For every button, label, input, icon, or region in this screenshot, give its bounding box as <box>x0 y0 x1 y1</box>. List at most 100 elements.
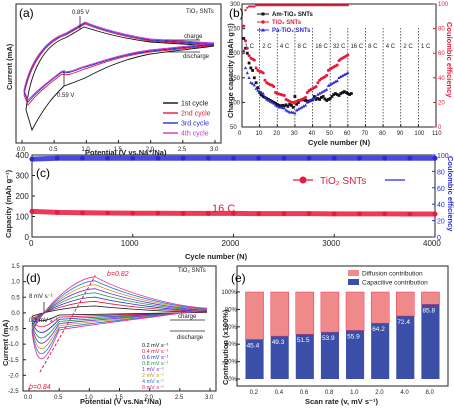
panel-e-bar-diffusion <box>370 291 390 324</box>
panel-b-point <box>244 9 247 12</box>
panel-b-point <box>276 4 279 7</box>
panel-b-point <box>261 91 265 95</box>
panel-c-y2ticks: 0 20 40 60 80 100 <box>432 153 449 242</box>
panel-c-y2tick-label: 60 <box>437 186 445 193</box>
panel-b-point <box>263 78 267 82</box>
panel-c-point <box>306 211 312 217</box>
panel-b-point <box>346 4 349 7</box>
panel-b-point <box>262 4 265 7</box>
panel-c-point <box>407 211 413 217</box>
panel-c-point <box>130 155 136 161</box>
panel-b-point <box>243 66 248 70</box>
panel-d-curve-7 <box>31 280 208 355</box>
panel-e-xtick-label: 0.2 <box>250 390 259 396</box>
panel-b-point <box>337 94 341 97</box>
panel-b-point <box>263 95 267 99</box>
panel-d-curves <box>31 275 208 373</box>
panel-a-curve-3 <box>23 22 215 103</box>
panel-b-point <box>245 71 249 75</box>
panel-b-point <box>273 103 278 107</box>
panel-c-point <box>331 211 337 217</box>
panel-b-point <box>329 4 332 7</box>
panel-e: (e) Contribution (x100%) Scan rate (v, m… <box>221 265 449 406</box>
panel-b-y2tick-label: 0 <box>438 125 442 131</box>
panel-b-point <box>277 103 281 107</box>
panel-b-point <box>318 4 321 7</box>
panel-b-point <box>323 88 327 92</box>
panel-b-ytick-label: 150 <box>230 76 241 82</box>
panel-c-point <box>231 211 236 216</box>
panel-c-point <box>256 155 262 161</box>
panel-b-point <box>284 103 288 107</box>
panel-d-ytick-label: 0.0 <box>11 311 20 317</box>
panel-b-point <box>261 71 265 75</box>
panel-b-point <box>316 81 320 85</box>
panel-b-point <box>299 4 302 7</box>
panel-b-point <box>293 101 297 105</box>
panel-e-bar-capacitive <box>270 336 289 379</box>
panel-d-curve-2 <box>31 301 208 328</box>
panel-b-y2tick-label: 60 <box>438 51 445 57</box>
panel-b-point <box>265 97 269 101</box>
panel-b-point <box>321 89 325 93</box>
panel-b-point <box>341 91 344 94</box>
panel-b-point <box>247 5 251 8</box>
panel-e-bar-capacitive <box>320 332 339 379</box>
panel-b-point <box>281 4 284 7</box>
panel-c-point <box>180 155 186 161</box>
panel-d-xtick-label: 0.5 <box>54 395 63 401</box>
panel-b-point <box>307 99 311 103</box>
panel-b-point <box>270 100 274 104</box>
panel-d-ytick-label: 1.0 <box>11 280 20 286</box>
panel-e-bar-value: 64.2 <box>372 326 385 333</box>
panel-e-legend-swatch <box>348 270 359 276</box>
panel-b-ylabel: Charge capacity (mAh g⁻¹) <box>226 23 235 118</box>
panel-b-legend-label: Am-TiO₂ SNTs <box>272 12 313 18</box>
panel-b-point <box>293 4 297 7</box>
panel-d-discharge-label: discharge <box>177 335 204 341</box>
panel-b-point <box>330 81 334 85</box>
panel-b-rate-label: 16 C <box>315 44 328 50</box>
panel-b-point <box>321 95 325 98</box>
panel-b-point <box>272 85 276 89</box>
panel-c-point <box>205 155 211 161</box>
panel-b-xtick-label: 80 <box>379 131 386 137</box>
panel-e-legend-swatch <box>348 279 359 285</box>
panel-e-yticks: 0% 20% 40% 60% 80% 100% <box>221 290 240 383</box>
panel-c-xlabel: Cycle number (N) <box>185 252 248 261</box>
panel-d-xtick-label: 2.0 <box>145 395 154 401</box>
panel-b-point <box>344 91 348 94</box>
panel-e-bar-capacitive <box>421 304 440 379</box>
panel-a-xticks: 0.0 0.5 1.0 1.5 2.0 2.5 3.0 <box>17 140 219 153</box>
panel-b-point <box>272 101 276 105</box>
panel-b-point <box>316 4 319 7</box>
panel-e-xlabel: Scan rate (v, mV s⁻¹) <box>305 397 379 406</box>
panel-b-point <box>251 69 254 72</box>
panel-b-point <box>328 97 332 100</box>
panel-b-point <box>263 4 267 7</box>
panel-e-legend: Diffusion contribution Capacitive contrib… <box>348 270 428 287</box>
panel-c-y2label: Coulombic efficiency <box>446 156 454 232</box>
panel-d-curve-8 <box>31 276 208 360</box>
panel-b-ytick-label: 200 <box>230 51 241 57</box>
panel-b-point <box>252 76 256 80</box>
panel-c-ytick-label: 0 <box>25 233 30 242</box>
panel-d-curve-4 <box>31 292 208 339</box>
panel-e-xtick-label: 8.0 <box>425 390 434 396</box>
panel-b-point <box>304 99 307 102</box>
panel-c-point <box>155 155 161 161</box>
panel-b-point <box>251 5 254 8</box>
panel-c-point <box>306 155 312 161</box>
panel-d-charge-label: charge <box>178 314 197 320</box>
panel-b-point <box>325 87 329 91</box>
panel-e-xtick-label: 4.0 <box>400 390 409 396</box>
panel-b-y2tick-label: 40 <box>438 76 445 82</box>
panel-d-legend-label: 0.4 mV s⁻¹ <box>142 349 169 355</box>
panel-a-ylabel: Current (mA) <box>5 43 14 90</box>
panel-b-point <box>307 4 311 7</box>
panel-b-point <box>327 98 330 101</box>
panel-d-frame <box>22 265 217 392</box>
panel-e-bar-value: 45.4 <box>247 343 260 350</box>
panel-e-legend-label: Diffusion contribution <box>362 271 423 278</box>
panel-e-xticks: 0.2 0.4 0.6 0.8 1.0 2.0 4.0 8.0 <box>250 390 435 396</box>
